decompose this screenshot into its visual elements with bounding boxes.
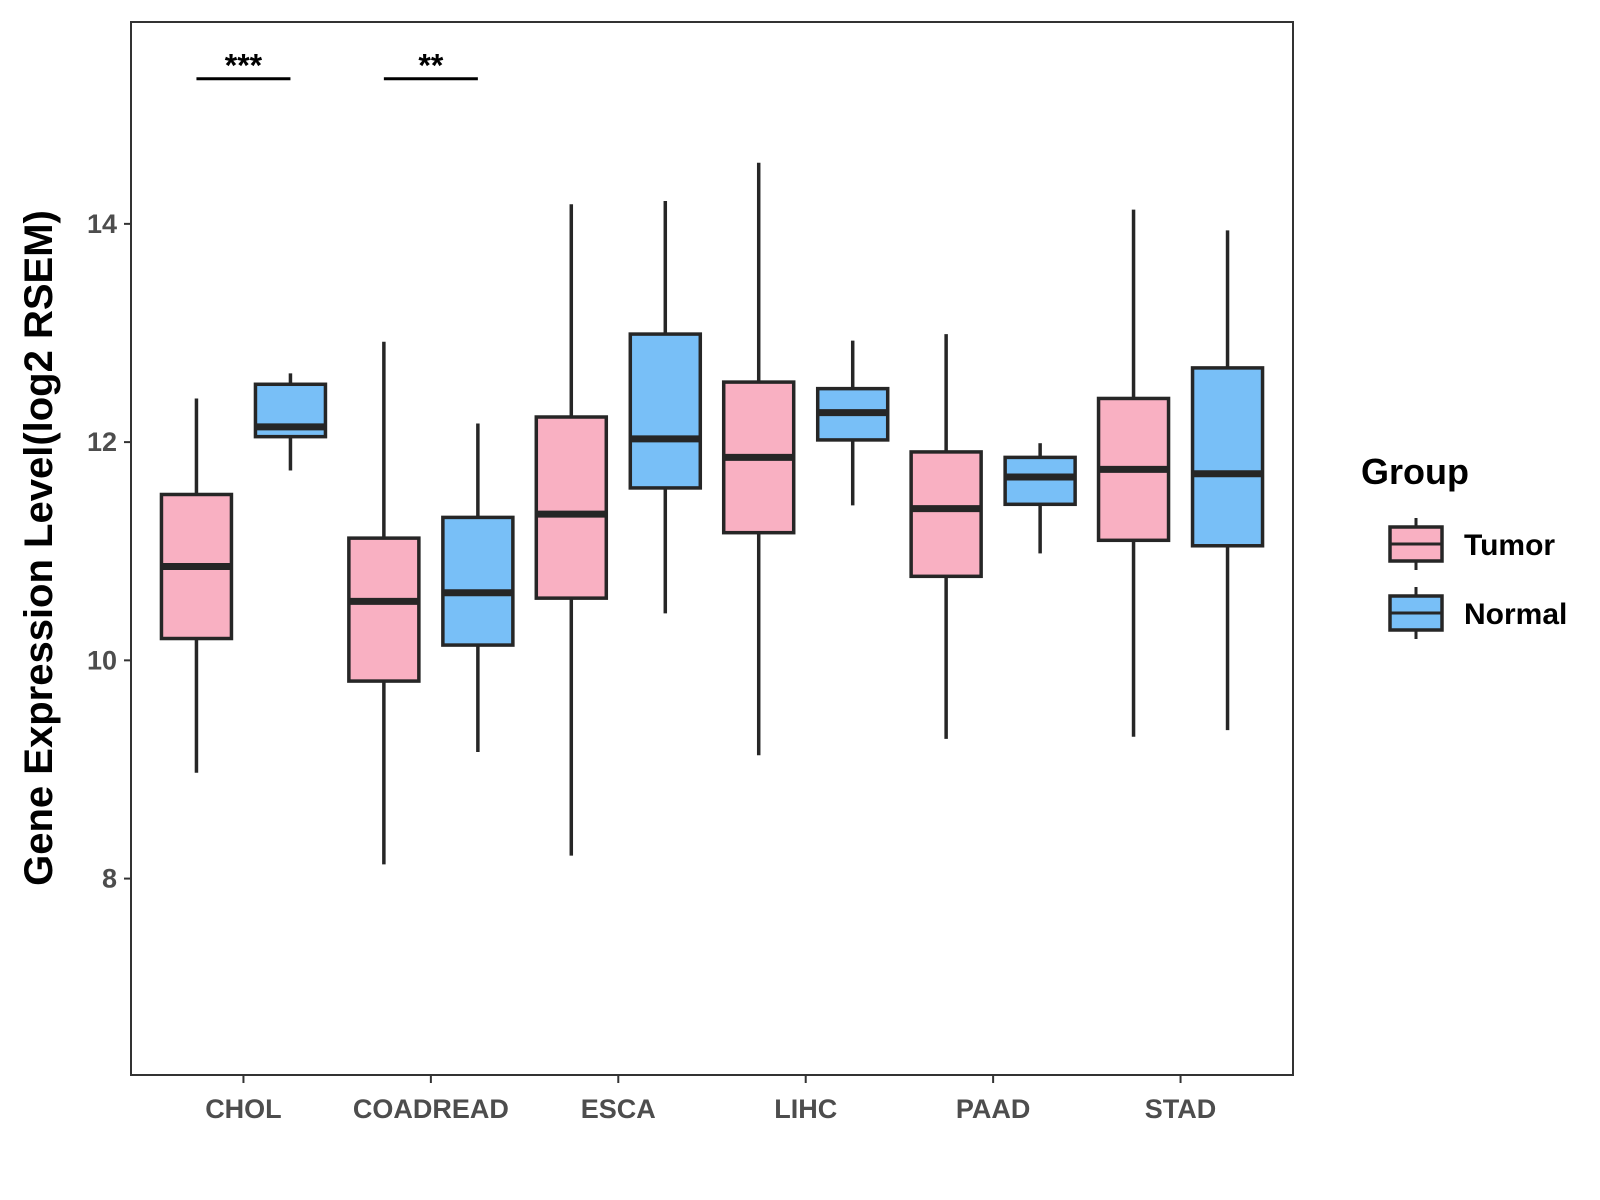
x-tick-label: STAD [1145,1094,1217,1124]
box-iqr [1003,455,1077,507]
box-normal-esca [628,200,703,614]
box-series [159,162,1265,865]
box-normal-paad [1003,443,1077,554]
significance-label: *** [225,48,263,84]
x-tick-label: COADREAD [353,1094,509,1124]
y-tick-label: 12 [87,427,117,457]
significance-label: ** [418,48,443,84]
y-axis: 8 10 12 14 [87,209,131,894]
y-axis-title: Gene Expression Level(log2 RSEM) [17,210,61,886]
box-tumor-paad [909,334,983,739]
box-normal-coadread [441,423,515,753]
box-tumor-stad [1096,209,1171,737]
legend-label: Normal [1464,598,1567,631]
y-tick-label: 14 [87,209,117,239]
y-tick-label: 8 [102,864,117,894]
legend-label: Tumor [1464,529,1555,562]
legend-title: Group [1361,451,1469,492]
y-tick-label: 10 [87,645,117,675]
box-tumor-esca [534,204,609,856]
box-iqr [1190,366,1265,548]
x-tick-label: LIHC [774,1094,837,1124]
box-normal-chol [253,373,328,471]
x-tick-label: CHOL [205,1094,282,1124]
legend-item-normal: Normal [1388,587,1567,639]
legend-item-tumor: Tumor [1388,518,1555,570]
box-iqr [534,415,609,600]
box-iqr [628,332,703,490]
x-tick-label: PAAD [956,1094,1031,1124]
box-normal-lihc [815,340,890,506]
box-normal-stad [1190,230,1265,731]
significance-annotations: *** ** [196,48,478,84]
box-tumor-coadread [347,341,421,865]
box-tumor-chol [159,398,234,773]
box-iqr [347,536,421,683]
x-tick-label: ESCA [581,1094,656,1124]
x-axis: CHOL COADREAD ESCA LIHC PAAD STAD [205,1075,1216,1124]
plot-panel [130,21,1294,1076]
legend: Group Tumor Normal [1361,451,1567,639]
box-iqr [909,450,983,579]
box-iqr [441,515,515,647]
box-tumor-lihc [721,162,796,756]
